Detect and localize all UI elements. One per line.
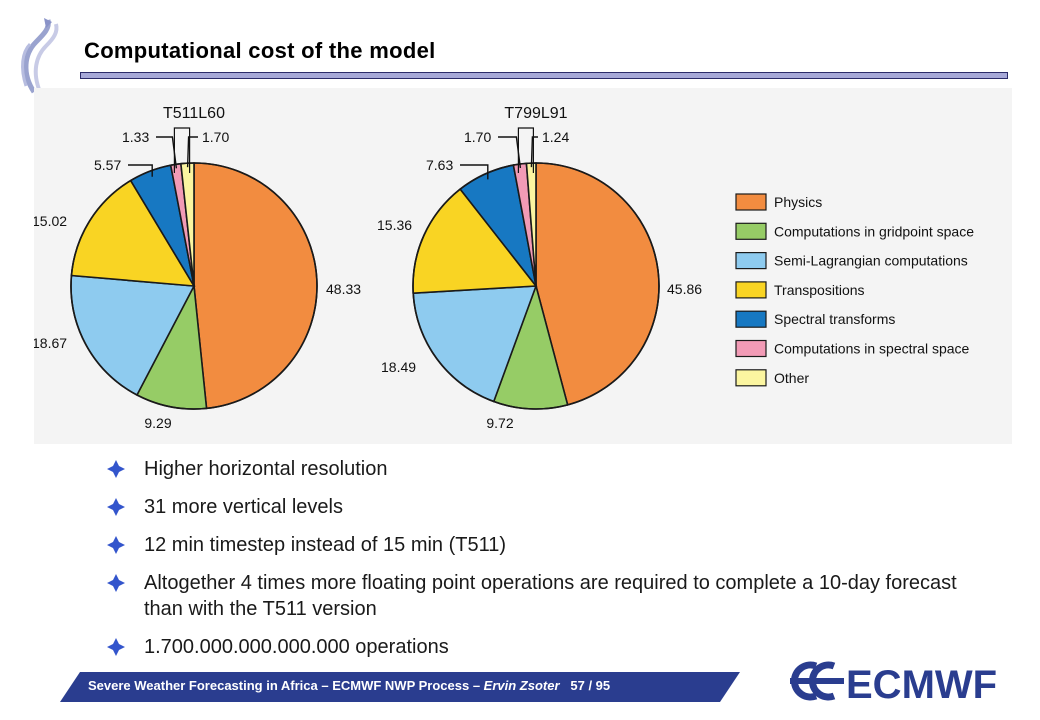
legend-label: Computations in spectral space (774, 341, 970, 357)
bullet-item: Altogether 4 times more floating point o… (104, 570, 984, 622)
pie-title: T511L60 (163, 105, 225, 122)
legend-swatch (735, 369, 767, 387)
data-label: 1.24 (542, 129, 569, 145)
diamond-bullet-icon (107, 460, 125, 478)
legend-swatch (735, 222, 767, 240)
data-label: 7.63 (426, 157, 453, 173)
legend-swatch (735, 193, 767, 211)
leader-line (498, 136, 522, 169)
legend-swatch (735, 281, 767, 299)
data-label: 9.29 (144, 415, 171, 431)
bullet-text: 31 more vertical levels (144, 496, 343, 518)
ecmwf-logo: ECMWF (782, 656, 1008, 707)
data-label: 1.70 (464, 129, 491, 145)
diamond-bullet-icon (107, 574, 125, 592)
leader-line (186, 136, 198, 168)
bullet-text: Higher horizontal resolution (144, 458, 388, 480)
leader-line (460, 164, 489, 180)
leader-line (128, 164, 153, 177)
ecmwf-logo-text: ECMWF (846, 663, 997, 706)
page-title: Computational cost of the model (84, 38, 436, 63)
diamond-bullet-icon (107, 536, 125, 554)
bullet-item: 12 min timestep instead of 15 min (T511) (104, 532, 984, 558)
bullet-item: Higher horizontal resolution (104, 456, 984, 482)
data-label: 18.67 (34, 335, 67, 351)
legend-label: Transpositions (774, 282, 865, 298)
bullet-text: 1.700.000.000.000.000 operations (144, 636, 449, 658)
data-label: 1.70 (202, 129, 229, 145)
pie-slice (193, 162, 318, 410)
pie-charts: T511L60 48.33 9.29 18.67 15.02 5.571.33 1.70 T7… (34, 105, 974, 431)
data-label: 5.57 (94, 157, 121, 173)
bullet-text: Altogether 4 times more floating point o… (144, 572, 957, 620)
data-label: 18.49 (381, 359, 416, 375)
page-number: 57 / 95 (570, 678, 611, 693)
legend-label: Other (774, 370, 809, 386)
data-label: 15.02 (34, 213, 67, 229)
footer-title: Severe Weather Forecasting in Africa – E… (88, 678, 484, 693)
bullet-text: 12 min timestep instead of 15 min (T511) (144, 534, 507, 556)
data-label: 15.36 (377, 217, 412, 233)
data-label: 1.33 (122, 129, 149, 145)
legend-label: Computations in gridpoint space (774, 223, 974, 239)
bullet-list: Higher horizontal resolution 31 more ver… (104, 456, 984, 672)
chart-panel: T511L60 48.33 9.29 18.67 15.02 5.57 1.33 1.70 T7… (34, 88, 1012, 444)
legend-swatch (735, 252, 767, 270)
pie-outline (412, 162, 660, 410)
footer-bar (60, 672, 740, 702)
data-label: 9.72 (486, 415, 513, 431)
footer-text: Severe Weather Forecasting in Africa – E… (88, 678, 610, 693)
title-bracket (173, 127, 191, 173)
legend-swatch (735, 310, 767, 328)
legend-label: Semi-Lagrangian computations (774, 253, 968, 269)
leader-line (156, 136, 178, 169)
footer-author: Ervin Zsoter (483, 678, 560, 693)
legend-label: Spectral transforms (774, 311, 895, 327)
bullet-item: 1.700.000.000.000.000 operations (104, 634, 984, 660)
diamond-bullet-icon (107, 638, 125, 656)
pie-title: T799L91 (504, 105, 567, 122)
pie-outline (70, 162, 318, 410)
leader-line (530, 136, 538, 168)
bullet-item: 31 more vertical levels (104, 494, 984, 520)
title-divider (80, 72, 1008, 79)
data-label: 45.86 (667, 281, 702, 297)
ecmwf-swirl-logo (14, 14, 64, 96)
diamond-bullet-icon (107, 498, 125, 516)
legend-swatch (735, 339, 767, 358)
legend-label: Physics (774, 194, 822, 210)
data-label: 48.33 (326, 281, 361, 297)
title-bracket (517, 127, 534, 173)
